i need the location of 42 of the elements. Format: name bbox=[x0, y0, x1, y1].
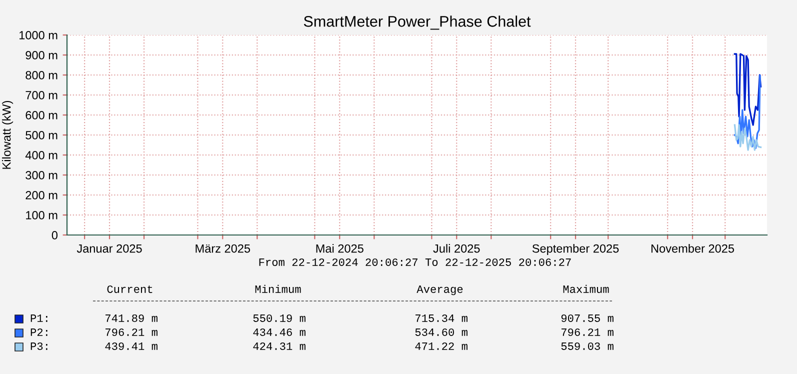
x-tick-label: Januar 2025 bbox=[76, 244, 142, 253]
y-tick-label: 700 m bbox=[26, 91, 58, 100]
text: 559.03 m bbox=[561, 342, 614, 350]
x-tick-label: Mai 2025 bbox=[316, 244, 364, 253]
y-tick-label: 300 m bbox=[26, 171, 58, 180]
text: From 22-12-2024 20:06:27 To 22-12-2025 20:06:27 bbox=[259, 258, 571, 266]
legend-label: P2: bbox=[30, 328, 48, 336]
text: 471.22 m bbox=[415, 342, 468, 350]
x-tick-label: November 2025 bbox=[651, 244, 734, 253]
x-tick-label: Juli 2025 bbox=[433, 244, 480, 253]
y-tick-label: 400 m bbox=[25, 151, 58, 160]
line-series bbox=[734, 53, 762, 126]
y-tick-label: 500 m bbox=[26, 131, 58, 140]
y-tick-label: 800 m bbox=[26, 71, 58, 80]
y-axis-title: Kilowatt (kW) bbox=[2, 100, 14, 169]
text: 796.21 m bbox=[562, 328, 614, 336]
text: 550.19 m bbox=[253, 314, 306, 322]
line-series bbox=[734, 124, 762, 151]
y-tick-label: 1000 m bbox=[20, 31, 58, 40]
legend-label: P1: bbox=[30, 314, 48, 322]
text: 907.55 m bbox=[561, 314, 614, 322]
line-series bbox=[734, 74, 761, 150]
x-tick-label: März 2025 bbox=[196, 244, 250, 253]
x-tick-label: September 2025 bbox=[532, 244, 619, 256]
text: 715.34 m bbox=[416, 314, 468, 322]
text: Maximum bbox=[563, 284, 609, 293]
text: Minimum bbox=[255, 284, 301, 293]
y-tick-label: 100 m bbox=[26, 211, 58, 220]
text: 741.89 m bbox=[106, 314, 158, 322]
text: 439.41 m bbox=[105, 342, 158, 350]
text: Average bbox=[416, 286, 463, 296]
text: Current bbox=[107, 285, 152, 293]
y-tick-label: 600 m bbox=[26, 111, 58, 120]
chart-title: SmartMeter Power_Phase Chalet bbox=[304, 16, 531, 30]
legend-label: P3: bbox=[30, 342, 48, 350]
y-tick-label: 0 bbox=[52, 231, 58, 240]
text: 796.21 m bbox=[106, 328, 158, 336]
text: 534.60 m bbox=[415, 328, 468, 336]
y-tick-label: 200 m bbox=[26, 191, 58, 200]
y-tick-label: 900 m bbox=[26, 51, 58, 60]
text: 434.46 m bbox=[253, 328, 306, 336]
text: 424.31 m bbox=[253, 342, 306, 350]
